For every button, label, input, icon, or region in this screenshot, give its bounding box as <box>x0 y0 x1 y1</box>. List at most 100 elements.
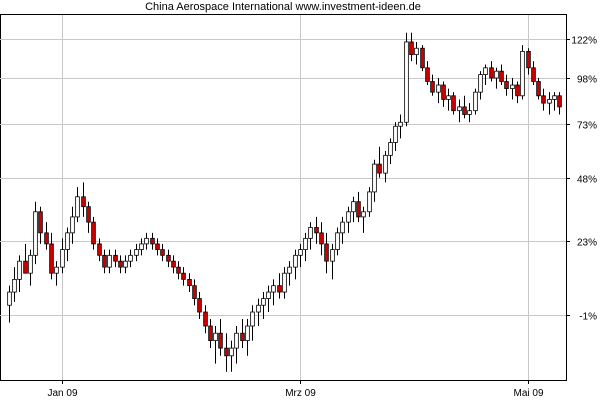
candle-body <box>361 211 366 218</box>
candle-body <box>123 260 128 268</box>
candle <box>86 201 91 233</box>
candle <box>541 88 546 111</box>
candle-body <box>377 163 382 174</box>
candle-body <box>287 266 292 274</box>
candle-body <box>107 254 112 268</box>
candle <box>277 273 282 299</box>
candle-body <box>23 260 28 274</box>
candle-body <box>441 84 446 100</box>
candle-body <box>531 67 536 82</box>
candle <box>367 187 372 217</box>
candle <box>298 243 303 268</box>
y-tick-label: 98% <box>577 75 597 86</box>
candle <box>436 78 441 104</box>
candle-body <box>430 81 435 93</box>
candle-body <box>277 285 282 293</box>
candle <box>81 182 86 217</box>
candle-body <box>483 67 488 75</box>
candle <box>49 232 54 280</box>
candle-body <box>473 91 478 112</box>
candle <box>166 249 171 268</box>
candle-body <box>271 285 276 293</box>
candle <box>234 326 239 364</box>
candle-body <box>65 232 70 250</box>
candle-body <box>504 81 509 89</box>
y-tick-label: -1% <box>579 312 597 323</box>
candle <box>28 249 33 286</box>
candle-body <box>467 110 472 115</box>
candle-body <box>261 298 266 306</box>
candle <box>473 88 478 115</box>
candle-body <box>44 232 49 245</box>
candle <box>372 159 377 202</box>
candle-body <box>28 254 33 274</box>
candle-body <box>176 266 181 274</box>
x-tick-label: Mai 09 <box>513 388 543 399</box>
candle <box>54 261 59 286</box>
candle-body <box>97 243 102 256</box>
candle-body <box>319 232 324 245</box>
x-tick-label: Jan 09 <box>47 388 77 399</box>
candle <box>107 249 112 274</box>
candle-body <box>150 237 155 245</box>
candle <box>128 249 133 268</box>
candle-body <box>388 142 393 156</box>
candle-body <box>75 196 80 218</box>
candle <box>462 95 467 119</box>
candle-body <box>197 298 202 313</box>
candle-body <box>166 254 171 262</box>
candle <box>515 81 520 104</box>
candle <box>144 232 149 250</box>
candle-body <box>218 332 223 349</box>
candle <box>346 206 351 233</box>
candle <box>361 206 366 233</box>
candle-body <box>425 67 430 82</box>
candle-body <box>229 347 234 357</box>
candle <box>377 146 382 178</box>
candle <box>118 255 123 274</box>
candle-body <box>547 99 552 104</box>
candle <box>510 78 515 100</box>
candle-body <box>240 332 245 341</box>
candle-body <box>515 84 520 97</box>
candle-body <box>489 67 494 79</box>
candle-body <box>139 243 144 250</box>
candle-body <box>298 249 303 256</box>
candle-body <box>192 285 197 299</box>
candle-body <box>86 206 91 223</box>
candle-body <box>203 311 208 327</box>
candle-body <box>420 47 425 69</box>
y-axis: 122% 98% 73% 48% 23% -1% <box>566 36 597 323</box>
candle <box>420 45 425 72</box>
candle-body <box>536 81 541 97</box>
y-tick-label: 122% <box>571 36 597 47</box>
candle-body <box>372 163 377 193</box>
candle <box>17 255 22 293</box>
candle-body <box>91 221 96 245</box>
y-tick-label: 48% <box>577 175 597 186</box>
candle-body <box>118 260 123 268</box>
candle <box>441 81 446 107</box>
candle <box>409 32 414 62</box>
candle <box>102 249 107 274</box>
candle <box>139 238 144 256</box>
candle <box>213 326 218 364</box>
candle-body <box>293 254 298 268</box>
candle-body <box>60 249 65 268</box>
candle <box>557 92 562 115</box>
candle <box>287 261 292 286</box>
candle-body <box>520 51 525 97</box>
candle <box>245 318 250 356</box>
candle <box>113 249 118 268</box>
candle-body <box>324 243 329 262</box>
candle-body <box>70 216 75 234</box>
candle <box>70 206 75 244</box>
candle-body <box>266 291 271 299</box>
candle-body <box>398 121 403 127</box>
candle-body <box>38 211 43 234</box>
candle <box>388 138 393 165</box>
candle <box>494 67 499 89</box>
candle-body <box>155 243 160 250</box>
candle-body <box>446 95 451 100</box>
